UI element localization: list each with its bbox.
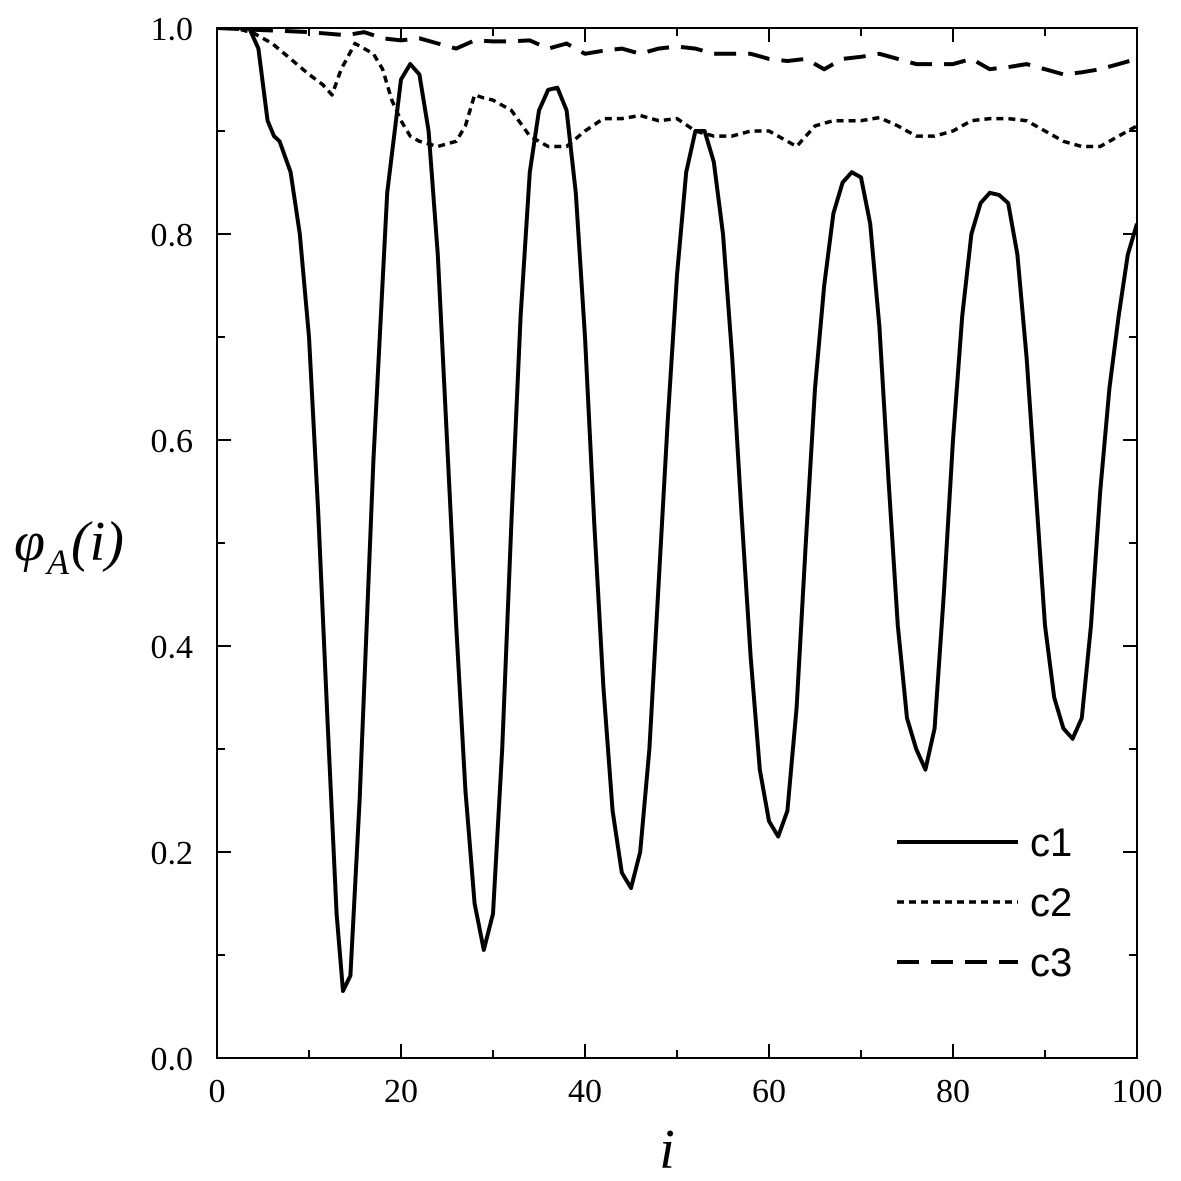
y-tick-label: 0.4 [151, 629, 194, 666]
x-tick-label: 60 [752, 1073, 786, 1110]
legend: c1 c2 c3 [897, 821, 1072, 985]
y-axis-label-sub: A [45, 542, 70, 582]
y-tick-label: 0.0 [151, 1041, 194, 1078]
x-axis-label: i [659, 1119, 675, 1181]
ticks-layer: 0 20 40 60 80 100 0.0 0.2 0.4 0.6 0.8 1.0 [151, 11, 1163, 1110]
series-line-c1 [217, 28, 1137, 993]
y-axis-label-main: φ [14, 511, 45, 573]
x-tick-label: 0 [209, 1073, 226, 1110]
legend-label-c2: c2 [1030, 881, 1072, 925]
labels-layer: i φA(i) [14, 511, 675, 1181]
y-tick-label: 0.2 [151, 835, 194, 872]
y-tick-label: 0.6 [151, 423, 194, 460]
y-tick-label: 1.0 [151, 11, 194, 48]
y-axis-label-arg: (i) [71, 511, 124, 573]
y-tick-label: 0.8 [151, 217, 194, 254]
y-axis-label: φA(i) [14, 511, 124, 582]
x-tick-label: 100 [1112, 1073, 1163, 1110]
x-tick-label: 40 [568, 1073, 602, 1110]
series-line-c2 [217, 28, 1137, 149]
plot-frame [216, 27, 1138, 1059]
series-layer [217, 28, 1137, 993]
x-tick-label: 80 [936, 1073, 970, 1110]
x-tick-label: 20 [384, 1073, 418, 1110]
legend-label-c1: c1 [1030, 821, 1072, 865]
series-line-c3 [217, 28, 1137, 77]
legend-label-c3: c3 [1030, 941, 1072, 985]
